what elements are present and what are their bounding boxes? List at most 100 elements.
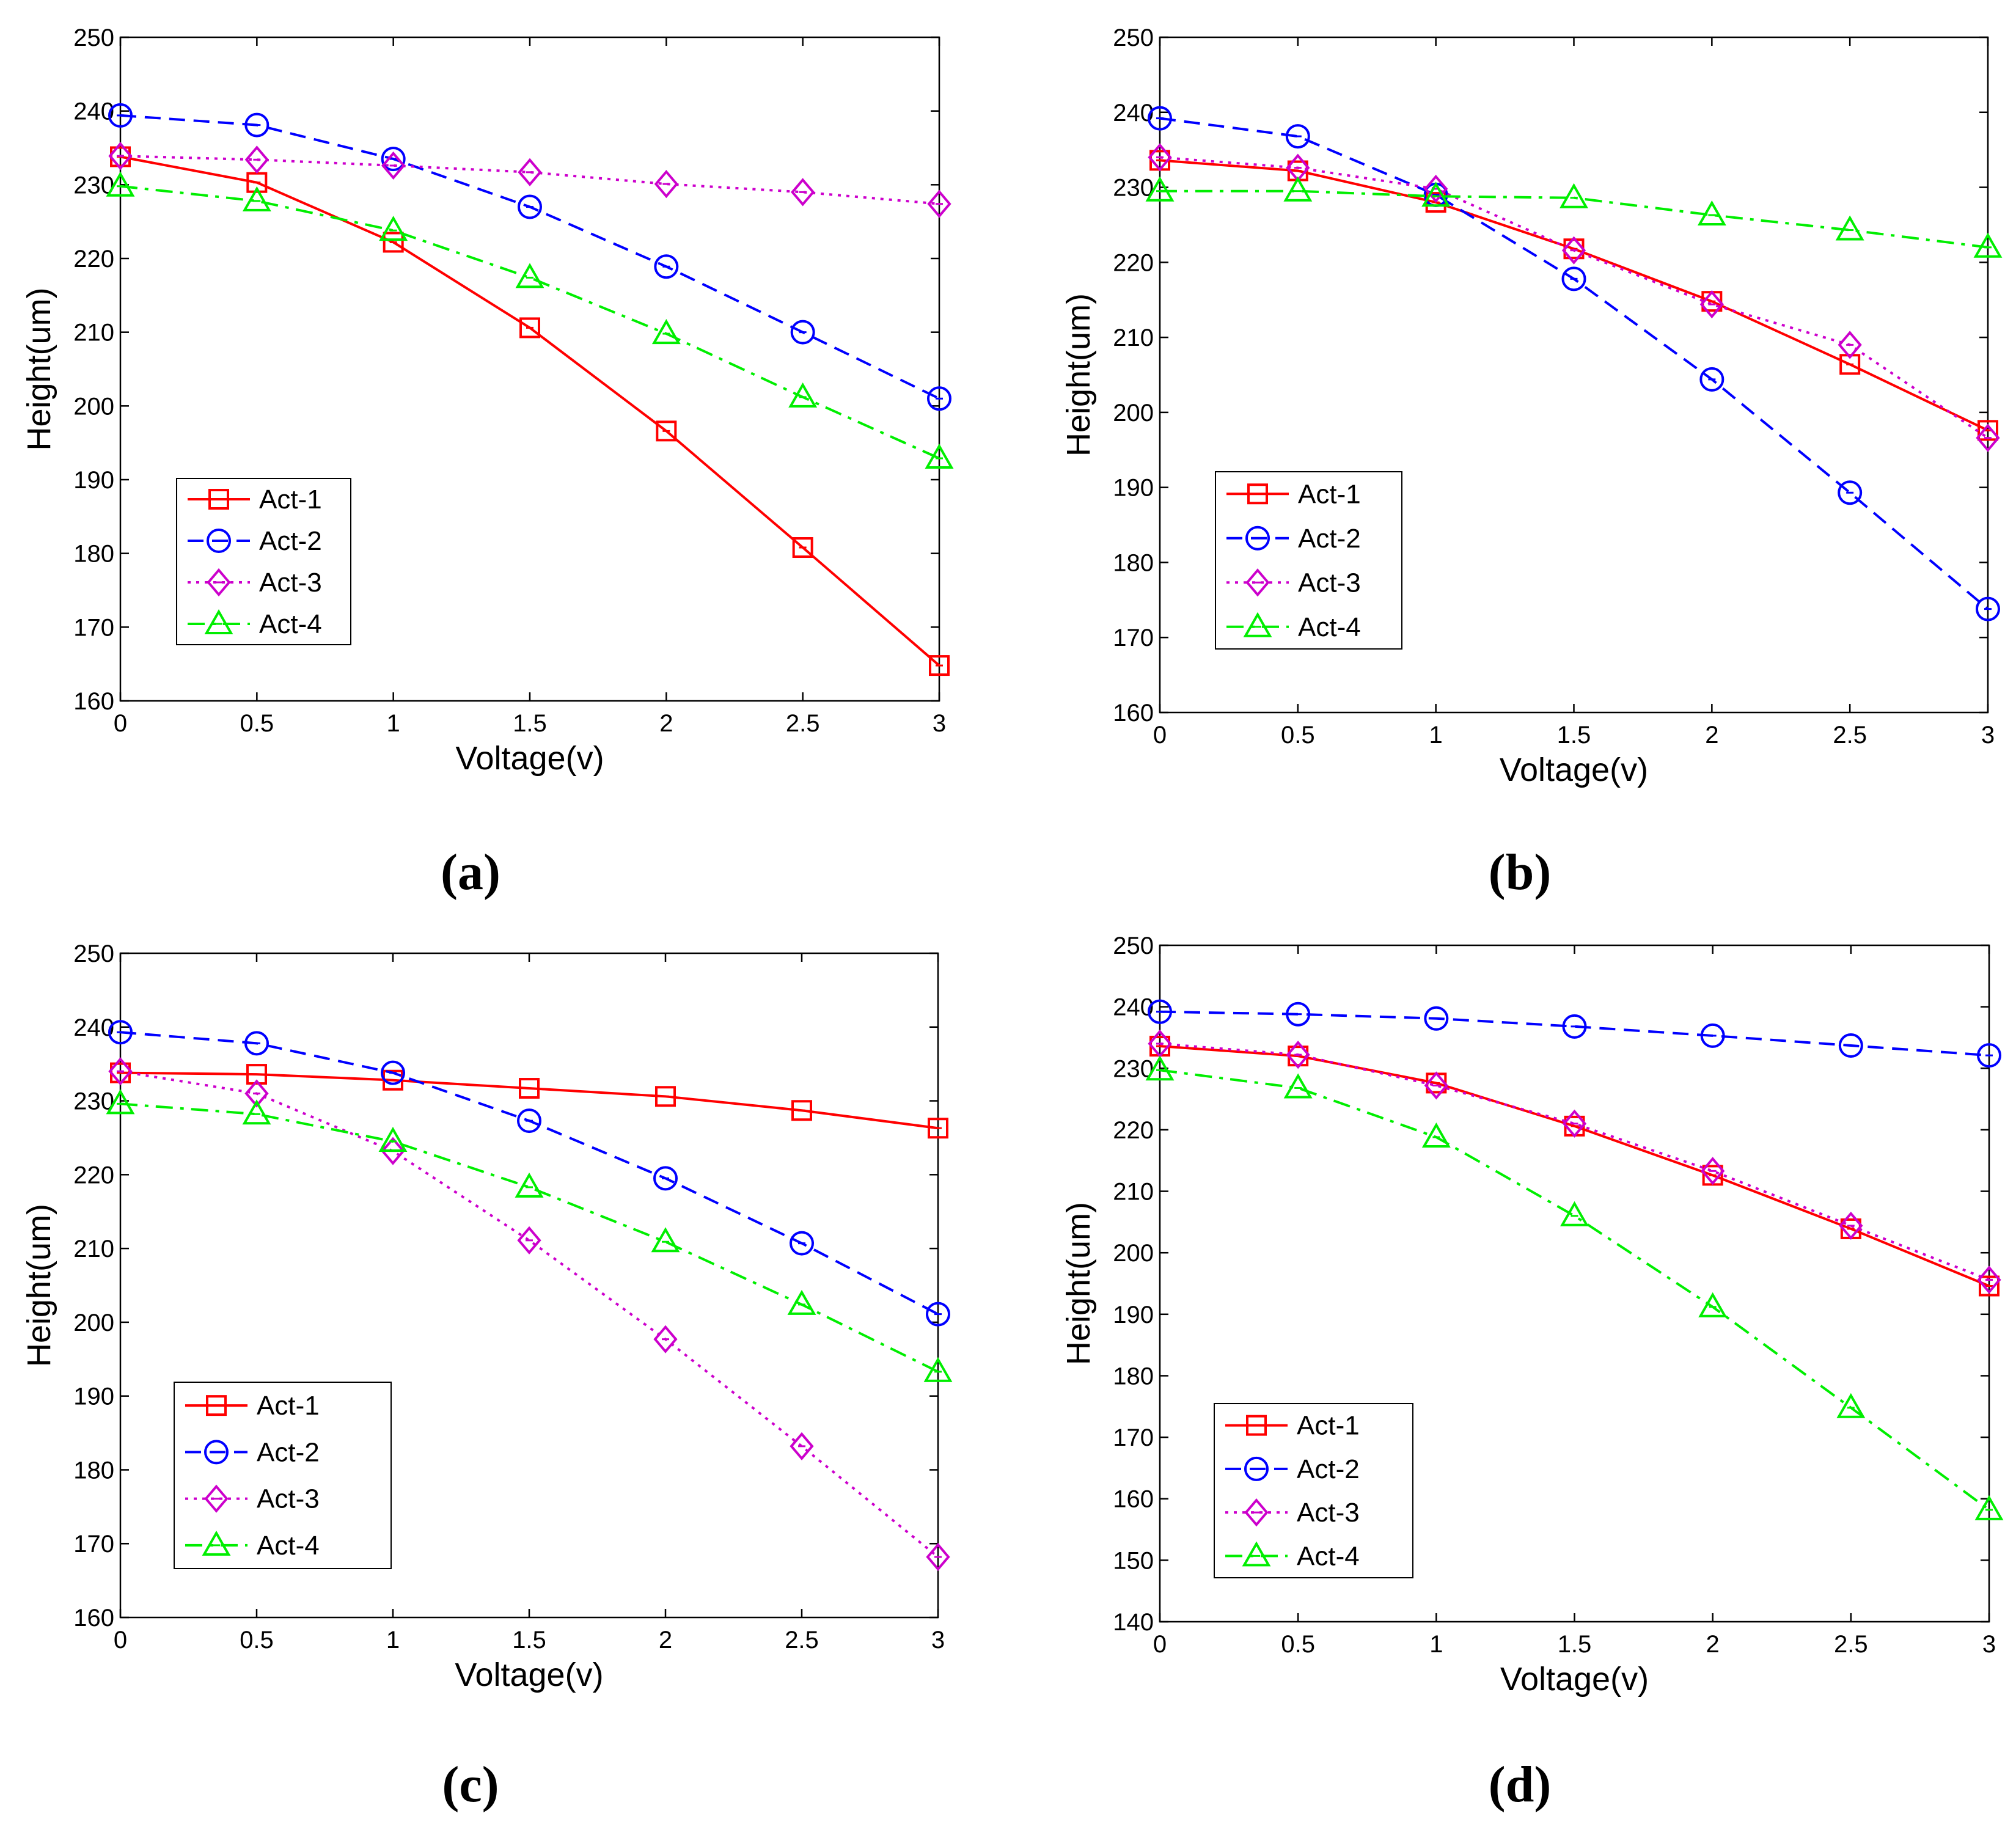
data-point-act-3	[1699, 290, 1724, 319]
legend-label: Act-4	[259, 609, 322, 639]
data-point-act-3	[1148, 143, 1172, 172]
x-axis-label: Voltage(v)	[1500, 1661, 1649, 1698]
data-point-act-3	[790, 1432, 814, 1460]
y-tick-label: 210	[73, 320, 114, 346]
legend-marker	[1244, 1456, 1269, 1481]
data-point-act-2	[244, 112, 269, 137]
y-axis-label: Height(um)	[1060, 1202, 1097, 1365]
y-tick-label: 220	[1113, 1117, 1154, 1144]
panel-d: 0 0.5 1 1.5 2 2.5 3 140 150 160 170 180 190 200 210 220…	[1060, 932, 2004, 1813]
y-tick-label: 240	[73, 1014, 114, 1041]
y-tick-label: 190	[1113, 475, 1154, 502]
x-tick-label: 0.5	[240, 1627, 274, 1654]
data-point-act-3	[108, 1057, 133, 1086]
data-point-act-4	[1145, 176, 1175, 202]
data-point-act-2	[1976, 596, 2000, 621]
data-point-act-3	[1424, 1071, 1448, 1100]
x-tick-label: 3	[1981, 722, 1995, 749]
y-tick-label: 200	[1113, 400, 1154, 427]
data-point-act-2	[1838, 1033, 1863, 1058]
legend-label: Act-2	[1298, 524, 1361, 554]
data-point-act-4	[242, 186, 271, 211]
y-tick-label: 200	[1113, 1240, 1154, 1267]
legend-marker	[204, 1484, 229, 1513]
data-point-act-4	[1836, 1393, 1866, 1418]
data-point-act-2	[381, 147, 406, 172]
legend-marker	[207, 568, 231, 597]
y-axis-label: Height(um)	[21, 1204, 57, 1367]
y-tick-label: 180	[73, 541, 114, 568]
data-point-act-1	[246, 1064, 267, 1085]
y-tick-label: 240	[1113, 994, 1154, 1021]
panel-caption: (a)	[441, 844, 500, 901]
y-tick-label: 150	[1113, 1547, 1154, 1574]
data-point-act-3	[1701, 1157, 1725, 1185]
data-point-act-4	[242, 1099, 271, 1125]
panel-caption: (b)	[1489, 844, 1552, 901]
data-point-act-2	[1699, 367, 1725, 392]
data-point-act-3	[518, 158, 542, 186]
data-point-act-2	[654, 254, 679, 279]
legend-label: Act-4	[1298, 612, 1361, 642]
data-point-act-2	[653, 1166, 678, 1191]
legend-marker	[206, 1395, 227, 1416]
y-tick-label: 230	[1113, 175, 1154, 202]
legend-label: Act-1	[1298, 479, 1361, 509]
legend-marker	[202, 1530, 231, 1556]
data-point-act-2	[927, 386, 951, 411]
data-point-act-2	[518, 194, 542, 219]
data-point-act-1	[791, 1100, 812, 1121]
y-tick-label: 250	[73, 940, 114, 967]
data-point-act-2	[790, 320, 815, 345]
data-point-act-4	[1697, 200, 1726, 225]
data-point-act-1	[792, 537, 813, 559]
y-tick-label: 230	[73, 1088, 114, 1115]
x-tick-label: 3	[931, 1627, 945, 1654]
x-tick-label: 1	[386, 1627, 400, 1654]
panel-caption: (c)	[442, 1756, 499, 1813]
data-point-act-4	[788, 382, 818, 408]
legend-marker	[1242, 1541, 1271, 1567]
legend-marker	[1246, 1415, 1267, 1436]
panel-b: 0 0.5 1 1.5 2 2.5 3 160 170 180 190 200 210 220 230 240…	[1060, 24, 2003, 901]
data-point-act-2	[1561, 266, 1586, 291]
data-point-act-2	[108, 103, 133, 128]
data-point-act-2	[244, 1031, 269, 1056]
data-point-act-2	[1838, 480, 1863, 505]
legend-marker	[1245, 526, 1270, 551]
y-tick-label: 220	[73, 246, 114, 273]
y-tick-label: 230	[1113, 1055, 1154, 1082]
data-point-act-4	[106, 1089, 135, 1115]
data-point-act-4	[1560, 1201, 1589, 1226]
x-tick-label: 3	[1982, 1631, 1996, 1658]
x-tick-label: 2	[659, 1627, 672, 1654]
data-point-act-1	[656, 420, 677, 442]
x-axis-label: Voltage(v)	[455, 1657, 603, 1693]
data-point-act-4	[1560, 183, 1588, 208]
y-tick-label: 210	[73, 1236, 114, 1262]
x-tick-label: 2.5	[785, 1627, 819, 1654]
legend-marker	[1245, 568, 1270, 597]
legend-box	[174, 1382, 392, 1569]
x-tick-label: 2.5	[786, 710, 820, 737]
data-point-act-2	[517, 1108, 541, 1134]
x-tick-label: 1.5	[1558, 1631, 1592, 1658]
legend-marker	[208, 489, 229, 510]
y-tick-label: 210	[1113, 1179, 1154, 1206]
data-point-act-3	[1838, 331, 1862, 359]
x-tick-label: 2.5	[1833, 722, 1867, 749]
x-tick-label: 1	[1429, 1631, 1443, 1658]
data-point-act-2	[1148, 999, 1172, 1024]
panel-caption: (d)	[1489, 1756, 1552, 1813]
legend-label: Act-3	[1297, 1498, 1360, 1528]
data-point-act-3	[791, 178, 815, 207]
y-tick-label: 180	[1113, 1363, 1154, 1390]
data-point-act-4	[379, 216, 408, 241]
data-point-act-2	[1700, 1023, 1725, 1048]
y-tick-label: 200	[73, 1309, 114, 1336]
y-tick-label: 220	[1113, 249, 1154, 276]
x-tick-label: 0.5	[1281, 1631, 1315, 1658]
data-point-act-4	[378, 1126, 408, 1152]
y-tick-label: 190	[1113, 1302, 1154, 1328]
data-point-act-4	[1283, 1073, 1313, 1099]
